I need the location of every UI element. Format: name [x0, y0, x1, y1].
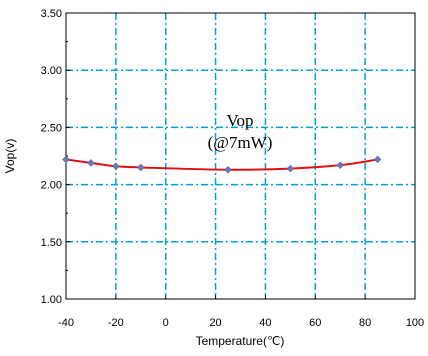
x-tick-label: 40 — [259, 317, 271, 329]
y-axis-title: Vop(v) — [3, 139, 17, 174]
data-point-marker — [112, 162, 120, 171]
y-tick-label: 1.50 — [41, 237, 62, 249]
annotation-line-2: (@7mW) — [208, 133, 273, 152]
data-point-marker — [373, 155, 382, 164]
y-tick-label: 3.00 — [41, 65, 62, 77]
y-tick-label: 1.00 — [41, 294, 62, 306]
x-tick-label: 20 — [209, 317, 221, 329]
data-point-marker — [87, 159, 95, 167]
data-point-marker — [224, 165, 232, 174]
grid-lines — [66, 13, 415, 299]
data-point-marker — [62, 155, 70, 164]
x-tick-label: -20 — [108, 317, 124, 329]
y-tick-label: 2.00 — [41, 180, 62, 192]
series-layer — [62, 155, 382, 174]
y-tick-label: 3.50 — [41, 8, 62, 20]
data-point-marker — [286, 164, 295, 173]
data-point-marker — [336, 161, 345, 170]
x-tick-label: 80 — [359, 317, 371, 329]
x-tick-label: 100 — [406, 317, 424, 329]
plot-area-background — [66, 13, 415, 299]
x-tick-label: 60 — [309, 317, 321, 329]
x-tick-label: -40 — [58, 317, 74, 329]
x-tick-label: 0 — [163, 317, 169, 329]
annotation-line-1: Vop — [226, 111, 253, 130]
y-tick-labels: 1.00 1.50 2.00 2.50 3.00 3.50 — [41, 8, 62, 306]
x-tick-labels: -40 -20 0 20 40 60 80 100 — [58, 317, 424, 329]
y-tick-label: 2.50 — [41, 122, 62, 134]
data-point-marker — [136, 163, 145, 172]
x-axis-title: Temperature(℃) — [196, 334, 285, 348]
